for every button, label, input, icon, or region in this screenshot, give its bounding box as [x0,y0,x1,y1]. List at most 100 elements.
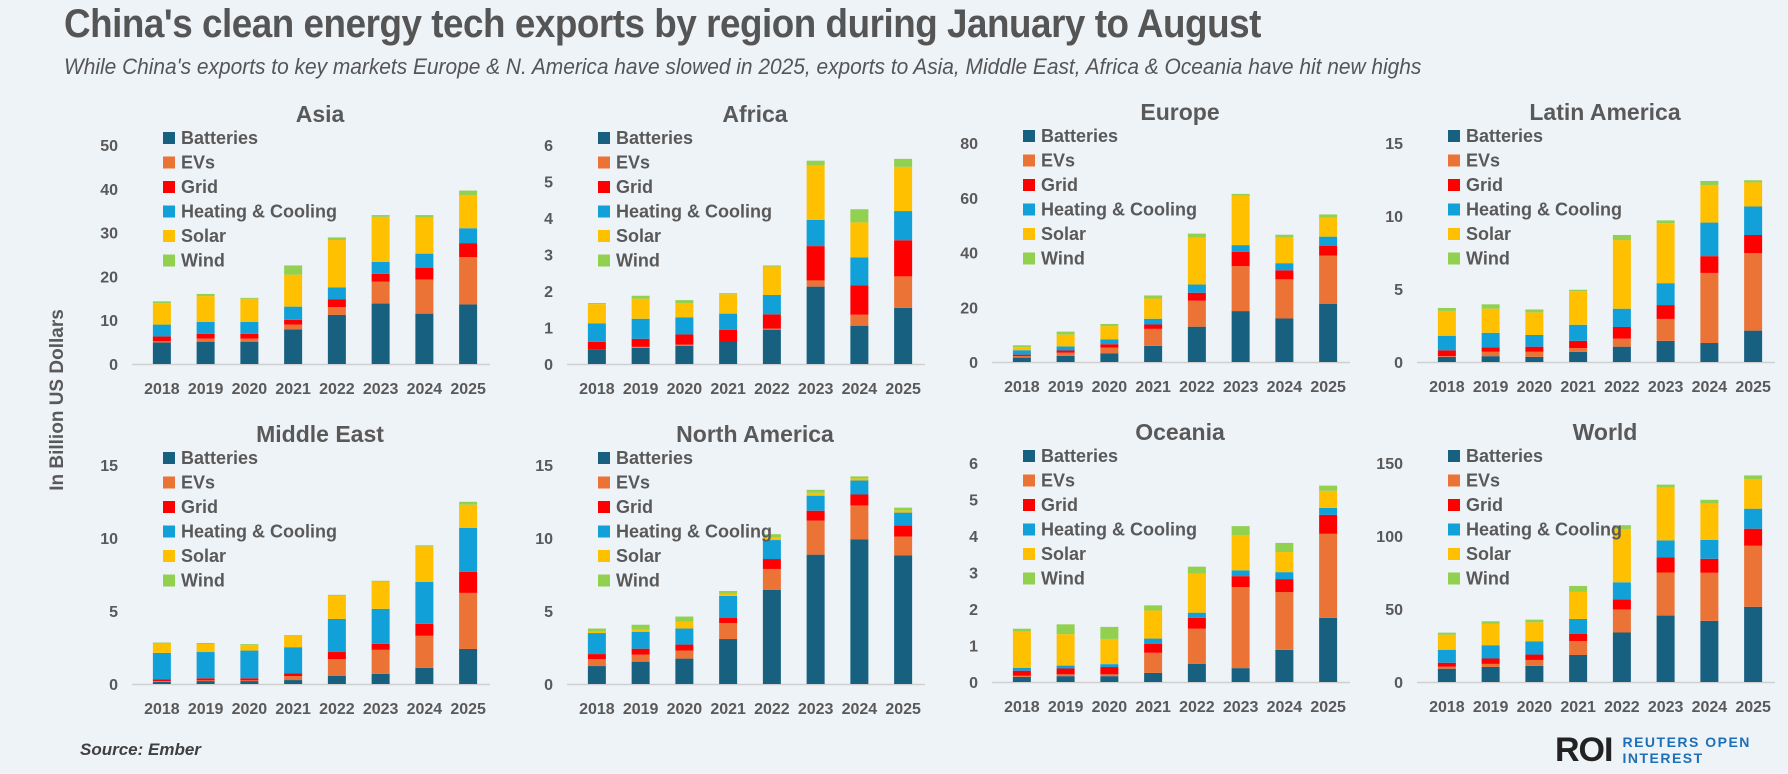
bar-segment-solar [1056,334,1075,347]
bar-segment-batteries [1437,356,1456,362]
bar-segment-solar [371,216,390,262]
bar-segment-evs [327,659,346,676]
legend-item-solar: Solar [1023,224,1086,244]
x-tick-label: 2025 [885,381,921,398]
legend-item-heating-and-cooling: Heating & Cooling [598,202,772,222]
bar-segment-heating-and-cooling [719,595,738,619]
x-tick-label: 2018 [144,381,180,398]
bar-segment-heating-and-cooling [1056,665,1075,669]
bar-segment-evs [762,568,781,590]
bar-segment-evs [1612,609,1631,633]
bar-segment-batteries [1569,654,1588,682]
x-tick-label: 2024 [407,381,443,398]
legend-swatch [163,205,175,218]
x-tick-label: 2024 [1267,699,1303,716]
legend-item-heating-and-cooling: Heating & Cooling [1448,520,1622,540]
bar-segment-solar [152,643,171,653]
legend-label: Grid [1041,175,1078,195]
bar-segment-wind [806,489,825,493]
y-tick-label: 6 [544,138,553,155]
bar-segment-batteries [806,286,825,364]
bar-segment-heating-and-cooling [1481,332,1500,348]
legend-swatch [1023,154,1035,167]
panel-title: North America [676,421,834,447]
legend-swatch [1448,154,1460,167]
x-tick-label: 2024 [407,701,443,718]
x-tick-label: 2021 [1135,379,1171,396]
bar-segment-grid [1656,557,1675,573]
bar-segment-wind [1525,309,1544,313]
legend-swatch [598,476,610,489]
legend-swatch [163,156,175,169]
bar-segment-solar [1100,326,1119,340]
bar-segment-solar [1744,479,1763,509]
bar-segment-wind [1100,626,1119,639]
y-tick-label: 10 [100,313,118,330]
x-tick-label: 2020 [232,701,268,718]
bar-segment-grid [719,329,738,342]
bar-segment-batteries [152,681,171,684]
legend-label: EVs [181,153,215,173]
legend-swatch [163,181,175,193]
bar-segment-batteries [1319,617,1338,682]
bar-segment-heating-and-cooling [240,650,259,679]
bar-segment-solar [1656,487,1675,541]
bar-segment-solar [1144,298,1163,319]
legend-item-grid: Grid [598,497,653,517]
legend-label: EVs [616,473,650,493]
bar-segment-heating-and-cooling [587,633,606,655]
bar-segment-grid [587,654,606,660]
bar-segment-solar [1275,552,1294,573]
bar-segment-batteries [762,329,781,364]
x-tick-label: 2018 [579,701,615,718]
panel-oceania: Oceania 0 1 2 3 4 5 6 2018 2019 2020 2021 2022 2023 20… [940,418,1360,743]
y-axis-label: In Billion US Dollars [47,309,68,491]
legend: Batteries EVs Grid Heating & Cooling Solar Wi… [1023,446,1197,589]
legend-label: EVs [1041,471,1075,491]
chart-middle-east: Middle East 0 5 10 15 2018 2019 2020 2021 2022 202… [100,421,490,718]
legend-item-batteries: Batteries [1023,126,1118,146]
bar-segment-wind [1187,233,1206,238]
bar-segment-evs [459,257,478,305]
bar-segment-grid [1319,245,1338,256]
bar-segment-wind [152,642,171,644]
bar-segment-evs [762,328,781,330]
bar-segment-heating-and-cooling [152,324,171,337]
bar-stack-2023 [1656,220,1675,362]
legend-label: Solar [1041,544,1086,564]
legend-item-evs: EVs [163,473,215,493]
x-tick-label: 2019 [188,701,224,718]
bar-segment-heating-and-cooling [327,287,346,300]
bar-stack-2019 [631,624,650,684]
x-tick-label: 2020 [1517,699,1553,716]
bar-stack-2018 [152,301,171,364]
x-tick-label: 2019 [188,381,224,398]
bar-segment-evs [1319,533,1338,618]
bar-segment-evs [631,346,650,348]
legend-label: Grid [616,497,653,517]
bar-segment-grid [806,510,825,521]
bar-segment-batteries [240,341,259,364]
bar-segment-evs [894,536,913,556]
y-tick-label: 20 [100,269,118,286]
legend-swatch [1023,203,1035,216]
bar-segment-batteries [1187,326,1206,362]
legend-item-wind: Wind [163,251,225,271]
panel-title: Africa [722,101,787,127]
bar-segment-heating-and-cooling [806,495,825,511]
bar-segment-wind [1319,214,1338,218]
bar-segment-grid [1056,668,1075,675]
bar-stack-2019 [1481,304,1500,362]
legend-label: Batteries [616,448,693,468]
legend-item-evs: EVs [1448,151,1500,171]
bar-segment-heating-and-cooling [675,628,694,645]
bar-segment-solar [1231,195,1250,246]
bar-segment-evs [1481,663,1500,667]
bar-segment-heating-and-cooling [1144,638,1163,644]
chart-north-america: North America 0 5 10 15 2018 2019 2020 2021 2022 2… [535,421,925,718]
legend-swatch [163,550,175,562]
legend: Batteries EVs Grid Heating & Cooling Solar Wi… [1023,126,1197,269]
bar-segment-wind [327,594,346,596]
bar-segment-grid [240,678,259,681]
legend-swatch [163,574,175,587]
